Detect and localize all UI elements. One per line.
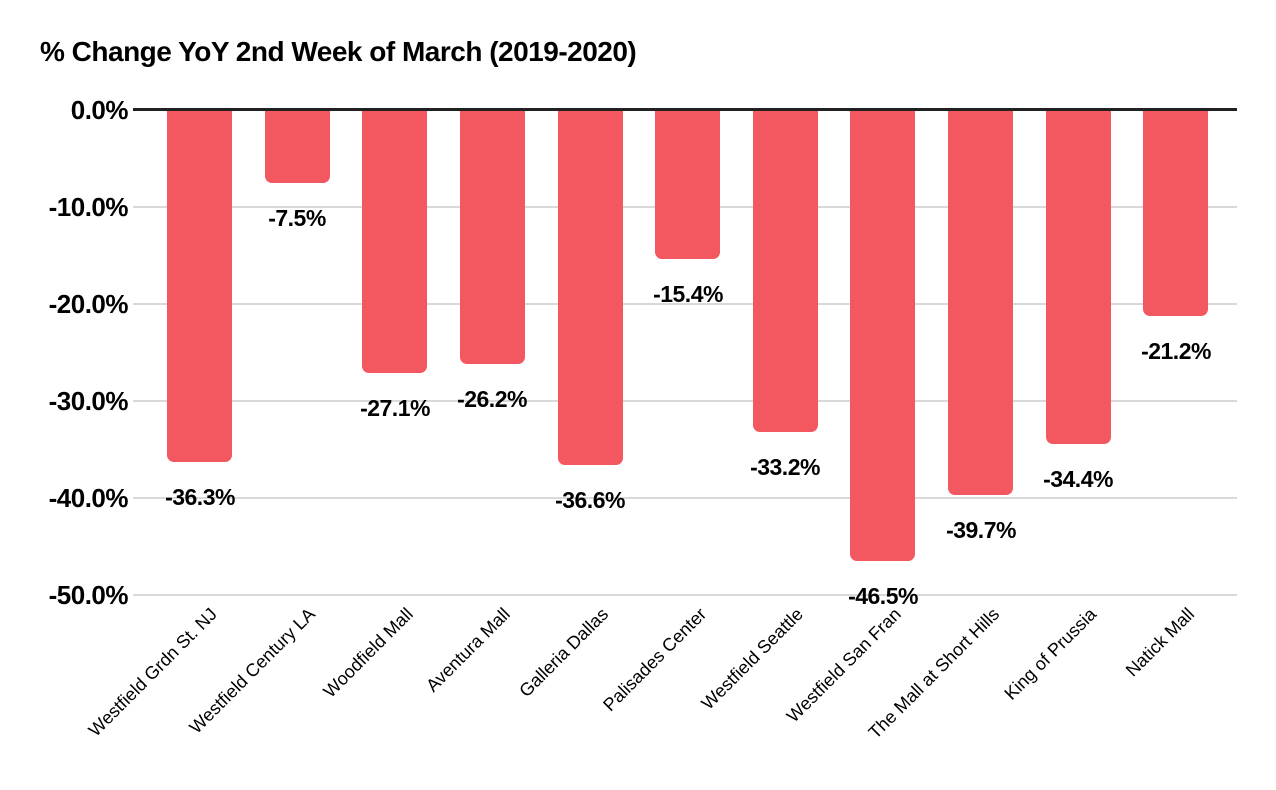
y-axis-label: -10.0% (48, 192, 129, 222)
bar-value-label: -33.2% (750, 454, 820, 480)
y-axis-label: -20.0% (48, 289, 129, 319)
y-axis-label: -30.0% (48, 386, 129, 416)
bar-value-label: -21.2% (1141, 338, 1211, 364)
y-axis-label: 0.0% (70, 95, 129, 125)
bar (265, 110, 330, 183)
bar-value-label: -15.4% (653, 281, 723, 307)
gridline (133, 594, 1237, 596)
bar (948, 110, 1013, 495)
gridline (133, 400, 1237, 402)
bar (850, 110, 915, 561)
bar (1143, 110, 1208, 316)
x-axis-label: Woodfield Mall (319, 604, 418, 702)
bar (558, 110, 623, 465)
bar (753, 110, 818, 432)
bar (1046, 110, 1111, 444)
bar-value-label: -27.1% (360, 395, 430, 421)
bar-value-label: -36.3% (165, 484, 235, 510)
x-axis-label: King of Prussia (1000, 604, 1101, 704)
x-axis-label: Palisades Center (599, 604, 711, 716)
bar-value-label: -36.6% (555, 487, 625, 513)
x-axis-baseline (133, 108, 1237, 111)
gridline (133, 303, 1237, 305)
bar (655, 110, 720, 259)
x-axis-label: Natick Mall (1121, 604, 1199, 681)
bar (362, 110, 427, 373)
bar-value-label: -46.5% (848, 583, 918, 609)
x-axis-label: Galleria Dallas (515, 604, 613, 701)
bar-value-label: -26.2% (457, 386, 527, 412)
y-axis-label: -50.0% (48, 580, 129, 610)
bar-value-label: -39.7% (946, 517, 1016, 543)
x-axis-label: Aventura Mall (422, 604, 515, 696)
bar (460, 110, 525, 364)
gridline (133, 497, 1237, 499)
chart-title: % Change YoY 2nd Week of March (2019-202… (40, 36, 637, 67)
bar-value-label: -34.4% (1043, 466, 1113, 492)
bar (167, 110, 232, 462)
x-axis-label: Westfield Seattle (697, 604, 808, 714)
y-axis-label: -40.0% (48, 483, 129, 513)
bar-value-label: -7.5% (268, 205, 326, 231)
